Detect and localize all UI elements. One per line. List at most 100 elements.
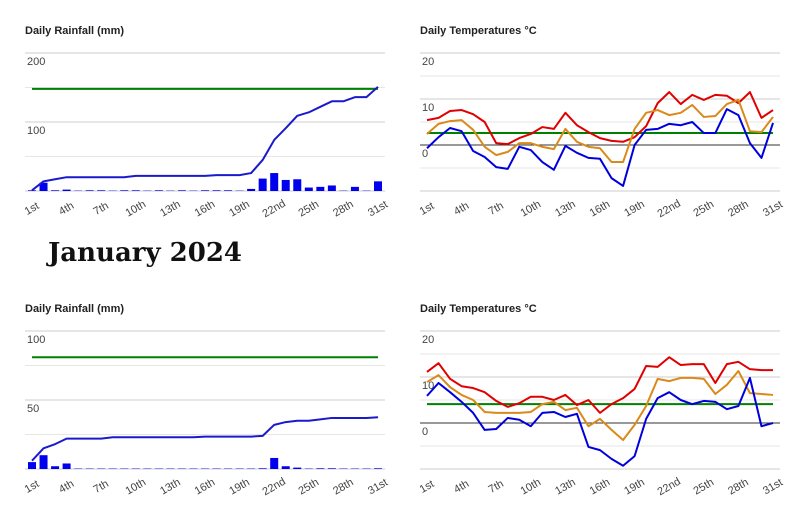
bar: [28, 190, 36, 191]
x-tick-label: 13th: [158, 476, 183, 497]
bar: [224, 190, 233, 191]
bar: [258, 178, 267, 191]
y-tick-label: 200: [27, 56, 45, 68]
x-tick-label: 4th: [452, 478, 471, 496]
x-tick-label: 25th: [691, 198, 716, 219]
x-tick-label: 1st: [418, 200, 437, 218]
x-tick-label: 1st: [23, 478, 42, 496]
bar: [97, 190, 106, 191]
chart-title: Daily Rainfall (mm): [25, 25, 124, 37]
x-tick-label: 31st: [761, 477, 785, 498]
bar: [120, 190, 129, 191]
x-tick-label: 22nd: [261, 198, 288, 221]
bar: [316, 186, 325, 191]
bar: [281, 179, 290, 191]
bar: [327, 185, 336, 191]
bar: [51, 466, 60, 469]
y-tick-label: 0: [422, 148, 428, 160]
x-tick-label: 10th: [123, 476, 148, 497]
chart-title: Daily Temperatures °C: [420, 303, 537, 315]
data-line: [31, 86, 379, 192]
y-tick-label: 10: [422, 102, 434, 114]
x-tick-label: 28th: [331, 198, 356, 219]
x-tick-label: 4th: [452, 200, 471, 218]
x-tick-label: 7th: [92, 200, 111, 218]
data-line: [426, 98, 774, 164]
bar: [281, 466, 290, 469]
bar: [177, 190, 186, 191]
x-tick-label: 4th: [57, 478, 76, 496]
y-tick-label: 100: [27, 334, 45, 346]
x-tick-label: 7th: [92, 478, 111, 496]
x-tick-label: 28th: [726, 198, 751, 219]
x-tick-label: 16th: [193, 476, 218, 497]
x-tick-label: 19th: [622, 198, 647, 219]
bar: [28, 462, 36, 469]
x-tick-label: 19th: [227, 198, 252, 219]
bar: [154, 190, 163, 191]
x-tick-label: 31st: [366, 199, 390, 220]
bar: [316, 468, 325, 469]
bar: [62, 189, 71, 191]
y-tick-label: 50: [27, 403, 39, 415]
bar: [270, 173, 279, 191]
y-tick-label: 20: [422, 334, 434, 346]
x-tick-label: 1st: [23, 200, 42, 218]
bar: [374, 468, 382, 469]
x-tick-label: 16th: [193, 198, 218, 219]
x-tick-label: 16th: [588, 198, 613, 219]
bar: [270, 457, 279, 469]
bar: [293, 467, 302, 469]
y-tick-label: 10: [422, 380, 434, 392]
y-tick-label: 20: [422, 56, 434, 68]
y-tick-label: 100: [27, 125, 45, 137]
x-tick-label: 22nd: [261, 476, 288, 499]
bar: [374, 181, 382, 191]
data-line: [426, 108, 774, 187]
bar: [131, 190, 140, 191]
bar: [62, 463, 71, 469]
x-tick-label: 31st: [761, 199, 785, 220]
x-tick-label: 28th: [331, 476, 356, 497]
x-tick-label: 16th: [588, 476, 613, 497]
bar: [39, 182, 48, 191]
data-line: [426, 356, 773, 414]
bar: [327, 468, 336, 469]
bar: [51, 190, 60, 191]
x-tick-label: 13th: [553, 198, 578, 219]
bar: [247, 188, 256, 191]
bar: [304, 187, 313, 191]
bar: [293, 179, 302, 191]
x-tick-label: 1st: [418, 478, 437, 496]
bar: [350, 186, 359, 191]
x-tick-label: 31st: [366, 477, 390, 498]
data-line: [426, 370, 774, 442]
page-heading: January 2024: [46, 238, 242, 268]
x-tick-label: 22nd: [656, 476, 683, 499]
x-tick-label: 28th: [726, 476, 751, 497]
x-tick-label: 10th: [123, 198, 148, 219]
x-tick-label: 7th: [487, 200, 506, 218]
x-tick-label: 19th: [227, 476, 252, 497]
data-line: [31, 416, 379, 462]
x-tick-label: 25th: [691, 476, 716, 497]
bar: [258, 468, 267, 469]
x-tick-label: 10th: [518, 198, 543, 219]
x-tick-label: 19th: [622, 476, 647, 497]
y-tick-label: 0: [422, 426, 428, 438]
bar: [201, 190, 209, 191]
bar: [85, 190, 94, 191]
x-tick-label: 7th: [487, 478, 506, 496]
x-tick-label: 4th: [57, 200, 76, 218]
data-line: [426, 91, 774, 146]
bar: [212, 190, 221, 191]
x-tick-label: 25th: [296, 476, 321, 497]
bar: [39, 455, 48, 469]
x-tick-label: 22nd: [656, 198, 683, 221]
chart-title: Daily Rainfall (mm): [25, 303, 124, 315]
x-tick-label: 13th: [553, 476, 578, 497]
chart-title: Daily Temperatures °C: [420, 25, 537, 37]
data-line: [426, 376, 774, 467]
x-tick-label: 13th: [158, 198, 183, 219]
